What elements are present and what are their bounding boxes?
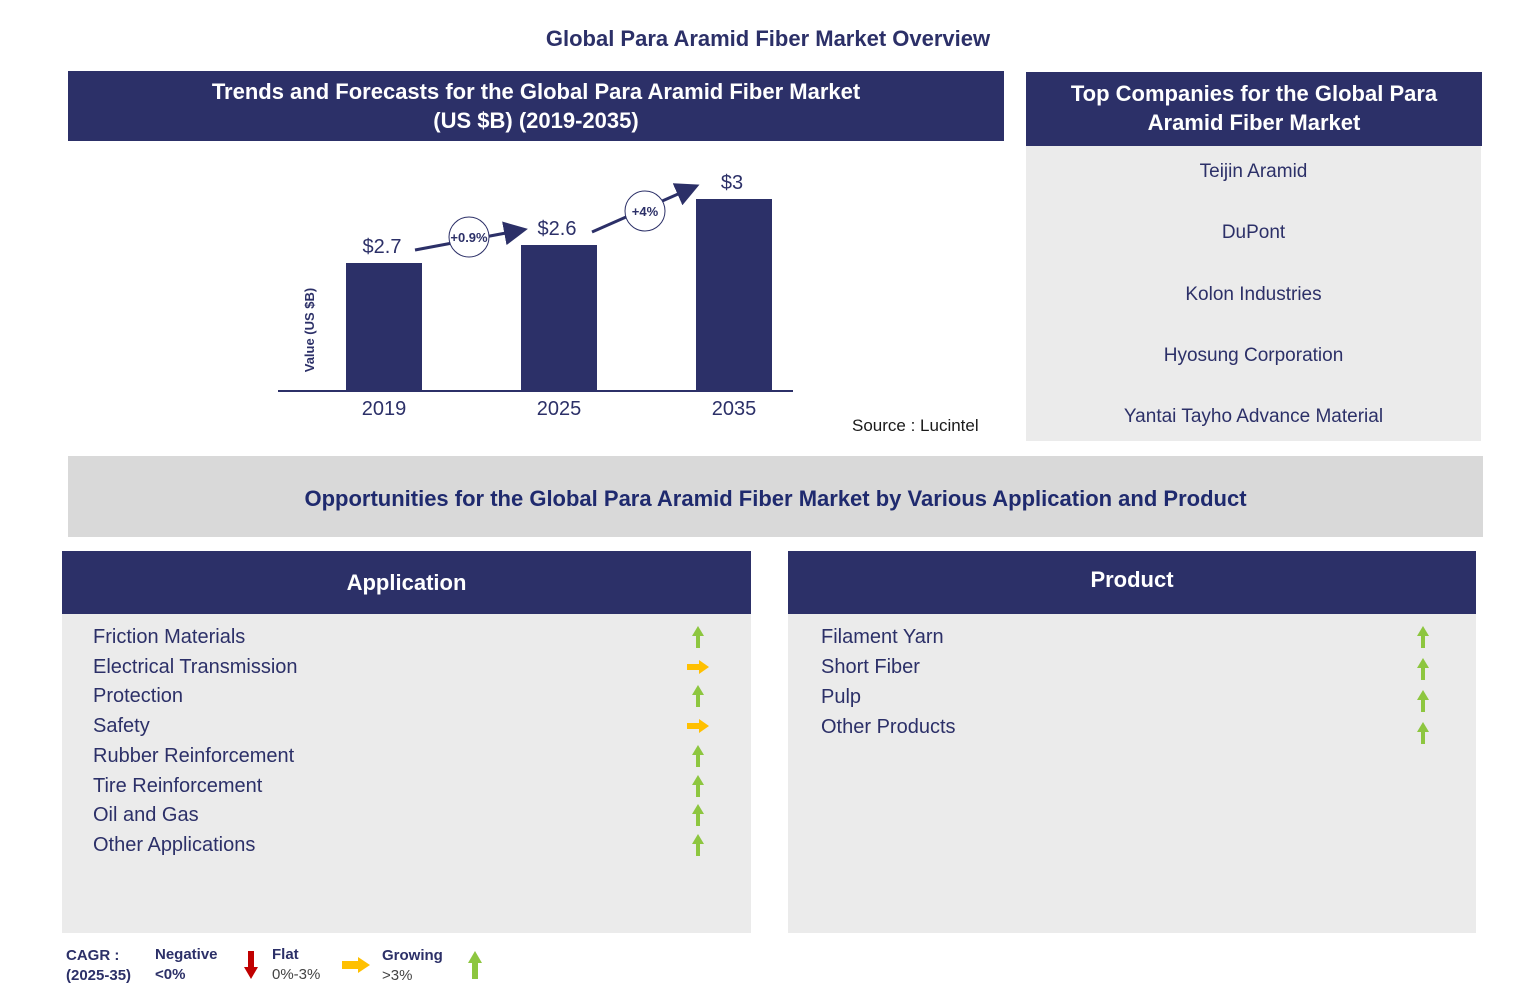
up-arrow-icon [1417, 658, 1429, 680]
up-arrow-icon [1417, 626, 1429, 648]
list-item: Short Fiber [821, 656, 920, 678]
trend-header-line2: (US $B) (2019-2035) [433, 108, 639, 133]
list-item: Rubber Reinforcement [93, 744, 295, 767]
legend-period: (2025-35) [66, 967, 132, 984]
list-item: Pulp [821, 686, 862, 708]
data-label: $2.7 [363, 236, 402, 258]
up-arrow-icon [692, 804, 704, 827]
up-arrow-icon [692, 626, 704, 648]
legend-flat: Flat [272, 946, 299, 963]
legend-growing: Growing [382, 947, 443, 964]
cagr-bubble [624, 190, 666, 232]
list-item: Filament Yarn [821, 626, 944, 648]
list-item: Electrical Transmission [93, 655, 298, 678]
legend-flat-range: 0%-3% [272, 966, 321, 983]
legend-growing-range: >3% [382, 967, 413, 984]
company-item: Teijin Aramid [1199, 161, 1308, 182]
legend-cagr: CAGR : [66, 947, 120, 964]
application-header: Application [62, 551, 751, 614]
legend-negative-range: <0% [155, 966, 186, 983]
list-item: Friction Materials [93, 626, 246, 648]
application-list: Friction Materials Electrical Transmissio… [62, 614, 751, 933]
list-item: Oil and Gas [93, 804, 199, 827]
top-companies-header: Top Companies for the Global Para Aramid… [1026, 72, 1482, 146]
top-companies-header-line2: Aramid Fiber Market [1147, 110, 1361, 135]
company-item: DuPont [1221, 222, 1286, 243]
up-arrow-icon [692, 744, 704, 767]
product-header: Product [788, 551, 1476, 614]
company-item: Kolon Industries [1185, 284, 1322, 305]
companies-list: Teijin Aramid DuPont Kolon Industries Hy… [1026, 146, 1481, 441]
up-arrow-icon [692, 685, 704, 708]
x-tick-label: 2025 [537, 398, 582, 420]
opportunities-title: Opportunities for the Global Para Aramid… [68, 456, 1483, 537]
list-item: Protection [93, 685, 184, 708]
up-arrow-icon [692, 833, 704, 856]
right-arrow-icon [342, 957, 370, 973]
trend-header: Trends and Forecasts for the Global Para… [68, 71, 1004, 141]
right-arrow-icon [687, 719, 709, 734]
up-arrow-icon [692, 774, 704, 797]
source-note: Source : Lucintel [852, 416, 979, 435]
list-item: Other Applications [93, 833, 256, 856]
company-item: Hyosung Corporation [1163, 345, 1344, 366]
data-label: $3 [721, 172, 743, 194]
legend-negative: Negative [155, 946, 218, 963]
company-item: Yantai Tayho Advance Material [1123, 406, 1384, 427]
x-tick-label: 2019 [362, 398, 407, 420]
list-item: Safety [93, 715, 150, 738]
bar-2025 [521, 245, 597, 391]
up-arrow-icon [1417, 690, 1429, 712]
trend-header-line1: Trends and Forecasts for the Global Para… [211, 79, 861, 104]
cagr-label: +0.9% [450, 230, 488, 245]
data-label: $2.6 [538, 218, 577, 240]
right-arrow-icon [687, 659, 709, 674]
list-item: Tire Reinforcement [93, 774, 263, 797]
up-arrow-icon [1417, 722, 1429, 744]
list-item: Other Products [821, 716, 956, 738]
cagr-label: +4% [632, 204, 659, 219]
bar-2035 [696, 199, 772, 391]
up-arrow-icon [468, 951, 482, 979]
bar-2019 [346, 263, 422, 391]
product-list: Filament Yarn Short Fiber Pulp Other Produc… [788, 614, 1476, 933]
y-axis-label: Value (US $B) [302, 288, 317, 373]
x-tick-label: 2035 [712, 398, 757, 420]
bar-chart: $2.7 2019 $2.6 2025 $3 2035 +0.9% +4% Value (US… [278, 172, 793, 420]
top-companies-header-line1: Top Companies for the Global Para [1070, 81, 1438, 106]
page-title: Global Para Aramid Fiber Market Overview [545, 26, 991, 51]
down-arrow-icon [244, 951, 258, 979]
cagr-bubble [448, 216, 490, 258]
